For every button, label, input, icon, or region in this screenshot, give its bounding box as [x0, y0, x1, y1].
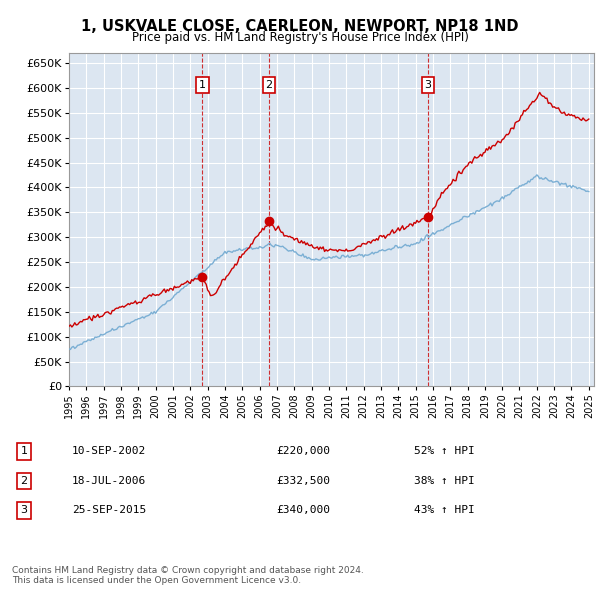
Text: £340,000: £340,000: [276, 506, 330, 515]
Text: 1: 1: [199, 80, 206, 90]
Text: Price paid vs. HM Land Registry's House Price Index (HPI): Price paid vs. HM Land Registry's House …: [131, 31, 469, 44]
Text: 2: 2: [20, 476, 28, 486]
Text: 52% ↑ HPI: 52% ↑ HPI: [414, 447, 475, 456]
Text: 38% ↑ HPI: 38% ↑ HPI: [414, 476, 475, 486]
Text: 25-SEP-2015: 25-SEP-2015: [72, 506, 146, 515]
Text: 1: 1: [20, 447, 28, 456]
Text: Contains HM Land Registry data © Crown copyright and database right 2024.: Contains HM Land Registry data © Crown c…: [12, 566, 364, 575]
Text: 3: 3: [425, 80, 431, 90]
Legend: 1, USKVALE CLOSE, CAERLEON, NEWPORT, NP18 1ND (detached house), HPI: Average pri: 1, USKVALE CLOSE, CAERLEON, NEWPORT, NP1…: [74, 403, 490, 436]
Text: 18-JUL-2006: 18-JUL-2006: [72, 476, 146, 486]
Text: 10-SEP-2002: 10-SEP-2002: [72, 447, 146, 456]
Text: This data is licensed under the Open Government Licence v3.0.: This data is licensed under the Open Gov…: [12, 576, 301, 585]
Text: 1, USKVALE CLOSE, CAERLEON, NEWPORT, NP18 1ND: 1, USKVALE CLOSE, CAERLEON, NEWPORT, NP1…: [81, 19, 519, 34]
Text: 3: 3: [20, 506, 28, 515]
Text: 2: 2: [265, 80, 272, 90]
Text: £220,000: £220,000: [276, 447, 330, 456]
Text: 43% ↑ HPI: 43% ↑ HPI: [414, 506, 475, 515]
Text: £332,500: £332,500: [276, 476, 330, 486]
